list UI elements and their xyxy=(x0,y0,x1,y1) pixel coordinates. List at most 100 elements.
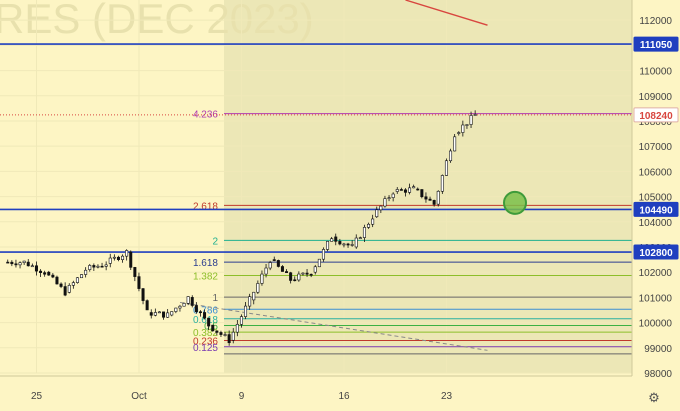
trend-line-resistance xyxy=(405,0,488,26)
fib-level-label: 1.618 xyxy=(193,258,218,269)
candle-body xyxy=(166,312,170,318)
y-tick-label: 99000 xyxy=(644,344,672,355)
candle-body xyxy=(330,238,334,242)
y-tick-label: 106000 xyxy=(639,167,673,178)
candle-body xyxy=(453,136,457,152)
fib-level-label: 0.382 xyxy=(193,328,218,339)
candle-body xyxy=(67,284,71,293)
candle-body xyxy=(375,209,379,218)
candle-body xyxy=(321,249,325,260)
fib-level-label: 0.125 xyxy=(193,343,218,354)
candle-body xyxy=(264,267,268,275)
candle-body xyxy=(346,243,350,246)
candle-body xyxy=(223,334,227,336)
x-tick-label: 16 xyxy=(338,391,350,402)
symbol-watermark: RES (DEC 2023) xyxy=(0,0,314,42)
candle-body xyxy=(395,189,399,192)
candle-body xyxy=(268,262,272,269)
price-badge xyxy=(633,36,679,52)
y-tick-label: 101000 xyxy=(639,293,673,304)
candle-body xyxy=(252,291,256,301)
target-circle xyxy=(503,190,527,215)
candle-body xyxy=(408,187,412,193)
candle-body xyxy=(55,276,59,285)
candle-body xyxy=(338,241,342,245)
candle-body xyxy=(153,312,157,316)
candle-body xyxy=(203,312,207,319)
candle-body xyxy=(424,196,428,200)
candle-body xyxy=(387,197,391,199)
x-tick-label: 23 xyxy=(441,391,453,402)
candle-body xyxy=(182,303,186,307)
gear-icon[interactable]: ⚙ xyxy=(648,390,660,405)
y-tick-label: 105000 xyxy=(639,193,673,204)
candle-body xyxy=(420,189,424,198)
candle-body xyxy=(26,261,30,267)
fib-level-label: 0.786 xyxy=(193,305,218,316)
candle-body xyxy=(112,256,116,259)
y-tick-label: 104000 xyxy=(639,218,673,229)
y-tick-label: 110000 xyxy=(639,67,672,78)
fib-level-label: 2.618 xyxy=(193,201,218,212)
candle-body xyxy=(137,276,141,289)
candle-body xyxy=(100,265,104,268)
candle-body xyxy=(22,260,26,263)
candle-body xyxy=(317,258,321,268)
fib-level-label: 2 xyxy=(212,236,218,247)
candle-body xyxy=(457,132,461,134)
y-tick-label: 102000 xyxy=(639,268,673,279)
candle-body xyxy=(174,307,178,312)
candle-body xyxy=(51,274,55,278)
candle-body xyxy=(116,256,120,260)
price-badge xyxy=(633,201,679,217)
candle-body xyxy=(358,237,362,239)
candle-body xyxy=(280,266,284,272)
candle-body xyxy=(256,283,260,293)
price-badge-label: 111050 xyxy=(640,40,673,51)
candle-body xyxy=(428,198,432,201)
candle-body xyxy=(235,324,239,333)
candle-body xyxy=(34,265,38,272)
candle-body xyxy=(293,279,297,282)
candle-body xyxy=(43,272,47,275)
y-tick-label: 109000 xyxy=(639,92,673,103)
y-tick-label: 100000 xyxy=(639,319,673,330)
price-badge xyxy=(633,107,679,123)
candle-body xyxy=(309,273,313,276)
candle-body xyxy=(170,311,174,316)
candle-body xyxy=(350,244,354,246)
fibonacci-levels: 4.2362.61821.6181.38210.7860.6180.50.382… xyxy=(193,110,632,355)
y-tick-label: 107000 xyxy=(639,142,673,153)
candle-body xyxy=(272,259,276,261)
candle-body xyxy=(399,189,403,191)
candle-body xyxy=(416,188,420,191)
candle-body xyxy=(367,223,371,228)
candle-body xyxy=(190,297,194,306)
fib-level-label: 1 xyxy=(212,293,218,304)
candle-body xyxy=(412,186,416,189)
candle-body xyxy=(121,255,125,260)
candle-body xyxy=(186,296,190,304)
candle-body xyxy=(285,271,289,274)
candle-body xyxy=(47,271,51,276)
candle-body xyxy=(334,236,338,242)
candle-body xyxy=(260,273,264,284)
candle-body xyxy=(149,312,153,316)
candle-body xyxy=(276,260,280,267)
candle-body xyxy=(461,124,465,133)
candle-body xyxy=(104,264,108,267)
fib-level-label: 1.382 xyxy=(193,271,218,282)
candle-body xyxy=(244,305,248,317)
candle-body xyxy=(125,250,129,257)
candle-body xyxy=(473,114,477,116)
trend-lines xyxy=(179,0,488,351)
candle-body xyxy=(75,277,79,283)
candle-body xyxy=(6,261,10,264)
candle-body xyxy=(305,272,309,275)
candle-body xyxy=(80,274,84,279)
price-badge-label: 104490 xyxy=(639,205,673,216)
candle-body xyxy=(14,263,18,266)
candle-body xyxy=(215,330,219,333)
y-axis: 9800099000100000101000102000103000104000… xyxy=(639,16,673,380)
